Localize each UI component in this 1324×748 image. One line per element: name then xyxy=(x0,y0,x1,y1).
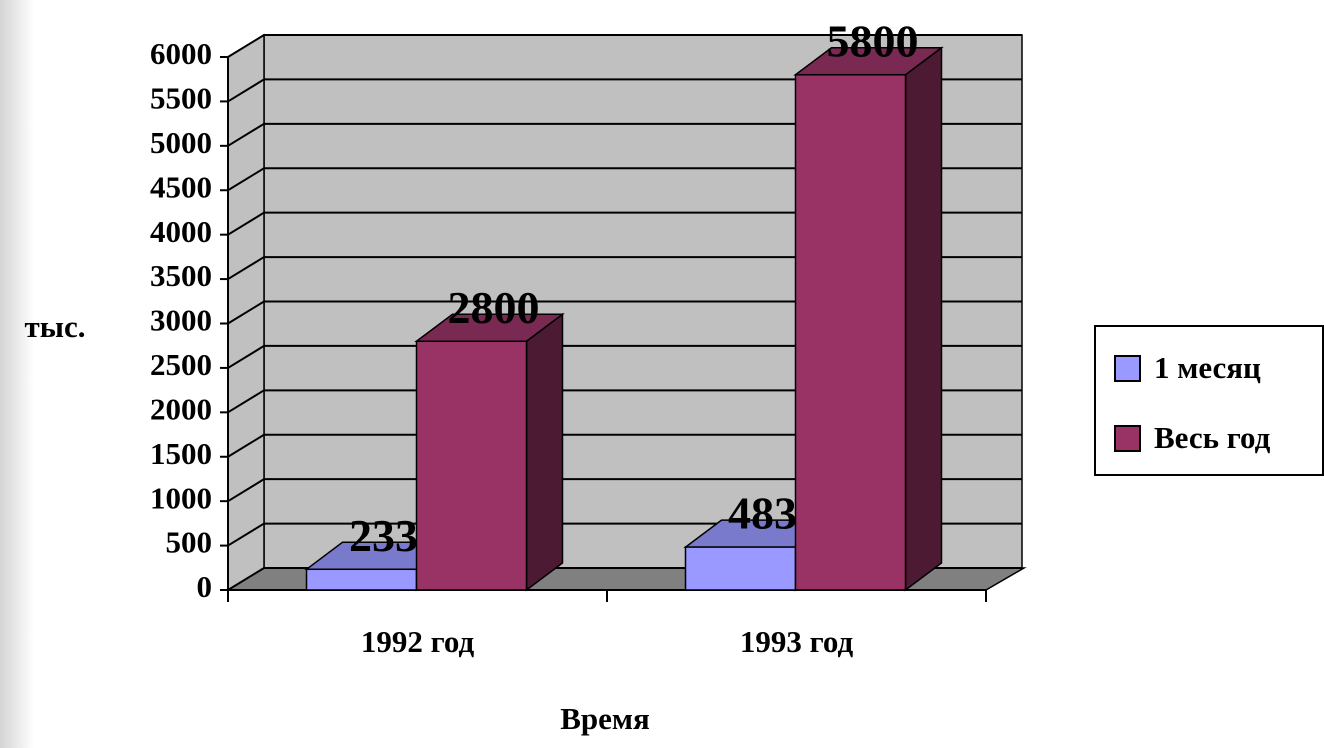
grid-line xyxy=(227,211,1022,236)
value-label: 2800 xyxy=(448,282,540,333)
y-tick-label: 6000 xyxy=(150,36,212,71)
grid-line xyxy=(227,300,1022,325)
legend-swatch xyxy=(1114,355,1141,382)
plot xyxy=(220,33,1027,602)
y-axis-label: тыс. xyxy=(25,309,86,344)
grid-line xyxy=(227,34,1022,58)
bar xyxy=(415,340,528,591)
y-tick-label: 4000 xyxy=(150,214,212,249)
grid-line xyxy=(227,256,1022,280)
value-label: 483 xyxy=(728,488,797,539)
grid-line xyxy=(227,433,1022,458)
background-strip xyxy=(0,0,34,748)
grid-line xyxy=(227,478,1022,503)
y-tick-label: 3000 xyxy=(150,303,212,338)
legend-label: Весь год xyxy=(1154,420,1271,455)
value-label: 233 xyxy=(349,510,418,561)
grid-line xyxy=(227,78,1022,103)
x-tick-label: 1993 год xyxy=(740,624,854,659)
grid-line xyxy=(227,344,1022,369)
y-tick-label: 500 xyxy=(166,525,213,560)
y-tick-label: 4500 xyxy=(150,169,212,204)
legend-label: 1 месяц xyxy=(1154,350,1261,385)
legend-swatch xyxy=(1114,425,1141,452)
grid-line xyxy=(227,122,1022,147)
bar xyxy=(794,74,907,591)
bar xyxy=(305,568,418,591)
grid-line xyxy=(227,389,1022,414)
grid-line xyxy=(227,167,1022,192)
bar-side xyxy=(904,46,943,592)
y-tick-label: 1000 xyxy=(150,480,212,515)
bar-side xyxy=(525,312,564,592)
x-axis-label: Время xyxy=(560,701,650,736)
y-tick-label: 5000 xyxy=(150,125,212,160)
y-tick-label: 2500 xyxy=(150,347,212,382)
y-tick-label: 2000 xyxy=(150,391,212,426)
x-tick-label: 1992 год xyxy=(361,624,475,659)
y-tick-label: 0 xyxy=(197,569,213,604)
y-tick-label: 5500 xyxy=(150,81,212,116)
y-tick-label: 3500 xyxy=(150,258,212,293)
bar xyxy=(684,546,797,591)
value-label: 5800 xyxy=(827,15,919,66)
y-tick-label: 1500 xyxy=(150,436,212,471)
